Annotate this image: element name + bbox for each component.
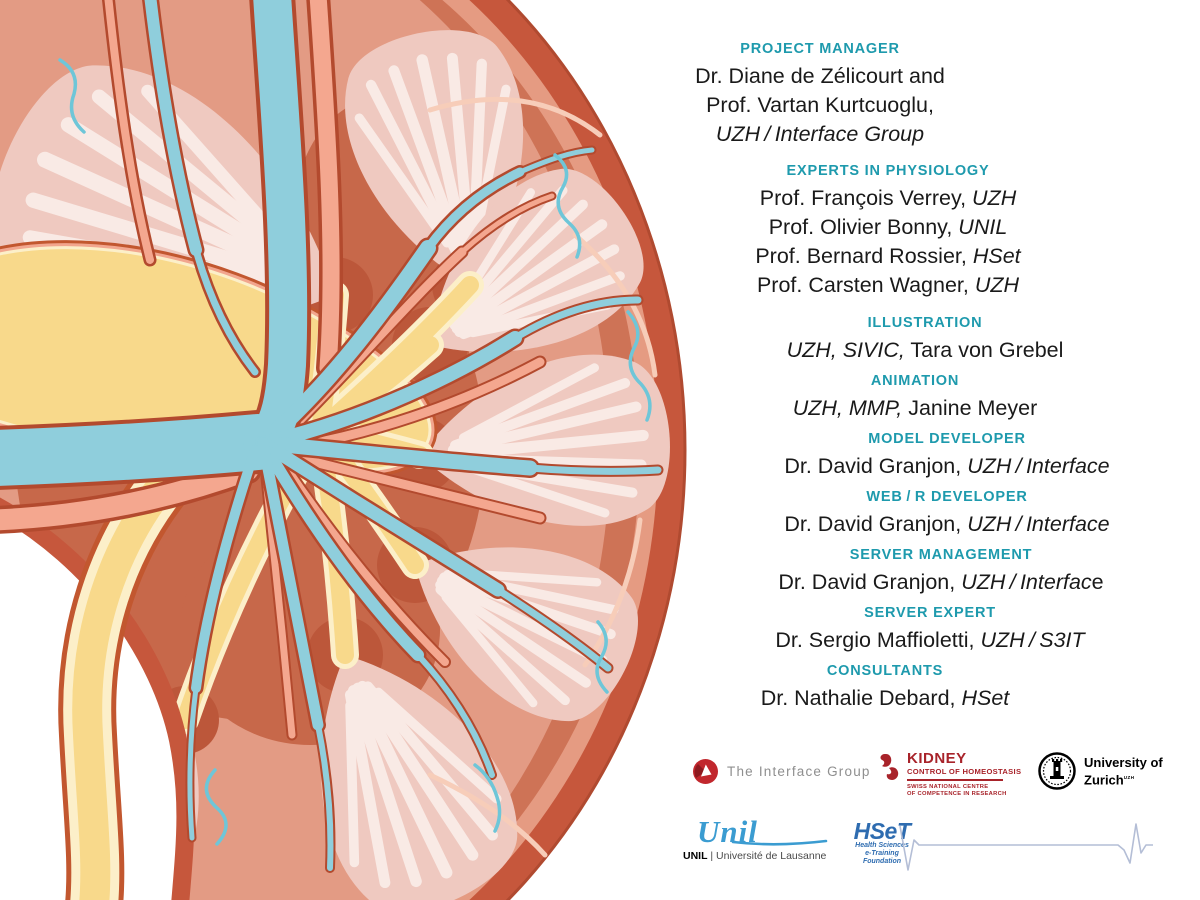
section-heading: ANIMATION bbox=[870, 373, 960, 389]
credit-line: UZH, SIVIC, Tara von Grebel bbox=[786, 338, 1064, 362]
kidney-illustration bbox=[0, 0, 687, 900]
kidney-logo-rule bbox=[907, 779, 1003, 781]
uzh-line2: Zurich bbox=[1084, 772, 1124, 788]
renal-artery bbox=[0, 0, 557, 741]
unil-caption-text: | Université de Lausanne bbox=[707, 850, 827, 862]
kidney-logo-tagline: SWISS NATIONAL CENTRE bbox=[907, 784, 989, 790]
kidney-logo-title: KIDNEY bbox=[907, 750, 967, 767]
unil-swash bbox=[731, 839, 828, 846]
section-heading: CONSULTANTS bbox=[826, 663, 944, 679]
kidney-nccr-logo[interactable]: KIDNEY CONTROL OF HOMEOSTASIS SWISS NATI… bbox=[877, 751, 1021, 798]
section-server-expert: SERVER EXPERT Dr. Sergio Maffioletti, UZ… bbox=[670, 604, 1190, 655]
uzh-seal-icon bbox=[1038, 752, 1076, 790]
ureter bbox=[58, 441, 204, 900]
interface-group-label: The Interface Group bbox=[727, 764, 871, 779]
credit-line: Dr. David Granjon, UZH / Interface bbox=[784, 454, 1110, 478]
section-project-manager: PROJECT MANAGER Dr. Diane de Zélicourt a… bbox=[560, 40, 1080, 149]
section-heading: WEB / R DEVELOPER bbox=[866, 489, 1028, 505]
section-heading: SERVER MANAGEMENT bbox=[849, 547, 1033, 563]
section-heading: PROJECT MANAGER bbox=[740, 41, 900, 57]
section-server-management: SERVER MANAGEMENT Dr. David Granjon, UZH… bbox=[681, 546, 1200, 597]
credit-line: UZH / Interface Group bbox=[715, 122, 925, 146]
kidney-icon bbox=[880, 754, 899, 780]
hset-subtitle: Foundation bbox=[862, 858, 902, 865]
credit-line: Dr. Nathalie Debard, HSet bbox=[760, 686, 1010, 710]
credit-line: Prof. Bernard Rossier, HSet bbox=[755, 244, 1021, 268]
credit-line: Dr. David Granjon, UZH / Interface bbox=[784, 512, 1110, 536]
interface-group-icon bbox=[693, 759, 718, 784]
credit-line: Prof. Vartan Kurtcuoglu, bbox=[706, 93, 934, 117]
section-heading: SERVER EXPERT bbox=[864, 605, 996, 621]
section-heading: MODEL DEVELOPER bbox=[868, 431, 1026, 447]
ecg-trace bbox=[899, 823, 1153, 871]
uzh-logo-text: University of ZurichUZH bbox=[1084, 755, 1163, 787]
uzh-logo[interactable]: University of ZurichUZH bbox=[1038, 752, 1163, 790]
section-model-developer: MODEL DEVELOPER Dr. David Granjon, UZH /… bbox=[687, 430, 1200, 481]
credit-line: Prof. Carsten Wagner, UZH bbox=[756, 273, 1020, 297]
section-illustration: ILLUSTRATION UZH, SIVIC, Tara von Grebel bbox=[665, 314, 1185, 365]
unil-caption: UNIL | Université de Lausanne bbox=[683, 850, 826, 862]
kidney-logo-subtitle: CONTROL OF HOMEOSTASIS bbox=[907, 767, 1022, 776]
hset-title: HSeT bbox=[853, 818, 911, 844]
hset-subtitle: e-Training bbox=[865, 850, 899, 857]
section-heading: EXPERTS IN PHYSIOLOGY bbox=[786, 163, 990, 179]
hset-logo[interactable]: HSeT Health Sciences e-Training Foundati… bbox=[845, 820, 919, 866]
unil-script-text: Unil bbox=[697, 814, 758, 849]
interface-group-logo[interactable]: The Interface Group bbox=[692, 758, 871, 785]
credit-line: Dr. David Granjon, UZH / Interface bbox=[778, 570, 1104, 594]
section-experts-in-physiology: EXPERTS IN PHYSIOLOGY Prof. François Ver… bbox=[628, 162, 1148, 300]
uzh-line1: University of bbox=[1084, 754, 1163, 770]
credit-line: Dr. Diane de Zélicourt and bbox=[695, 64, 945, 88]
credit-line: Dr. Sergio Maffioletti, UZH / S3IT bbox=[775, 628, 1085, 652]
credit-line: Prof. François Verrey, UZH bbox=[759, 186, 1017, 210]
credit-line: UZH, MMP, Janine Meyer bbox=[792, 396, 1038, 420]
section-web-r-developer: WEB / R DEVELOPER Dr. David Granjon, UZH… bbox=[687, 488, 1200, 539]
unil-logo[interactable]: Unil UNIL | Université de Lausanne bbox=[683, 814, 861, 862]
section-heading: ILLUSTRATION bbox=[867, 315, 983, 331]
kidney-logo-tagline: OF COMPETENCE IN RESEARCH bbox=[907, 791, 1007, 797]
capillaries bbox=[58, 58, 652, 846]
unil-acronym: UNIL bbox=[683, 850, 708, 862]
section-animation: ANIMATION UZH, MMP, Janine Meyer bbox=[655, 372, 1175, 423]
section-consultants: CONSULTANTS Dr. Nathalie Debard, HSet bbox=[625, 662, 1145, 713]
credit-line: Prof. Olivier Bonny, UNIL bbox=[768, 215, 1008, 239]
uzh-sup: UZH bbox=[1123, 774, 1135, 780]
hset-subtitle: Health Sciences bbox=[855, 842, 909, 849]
